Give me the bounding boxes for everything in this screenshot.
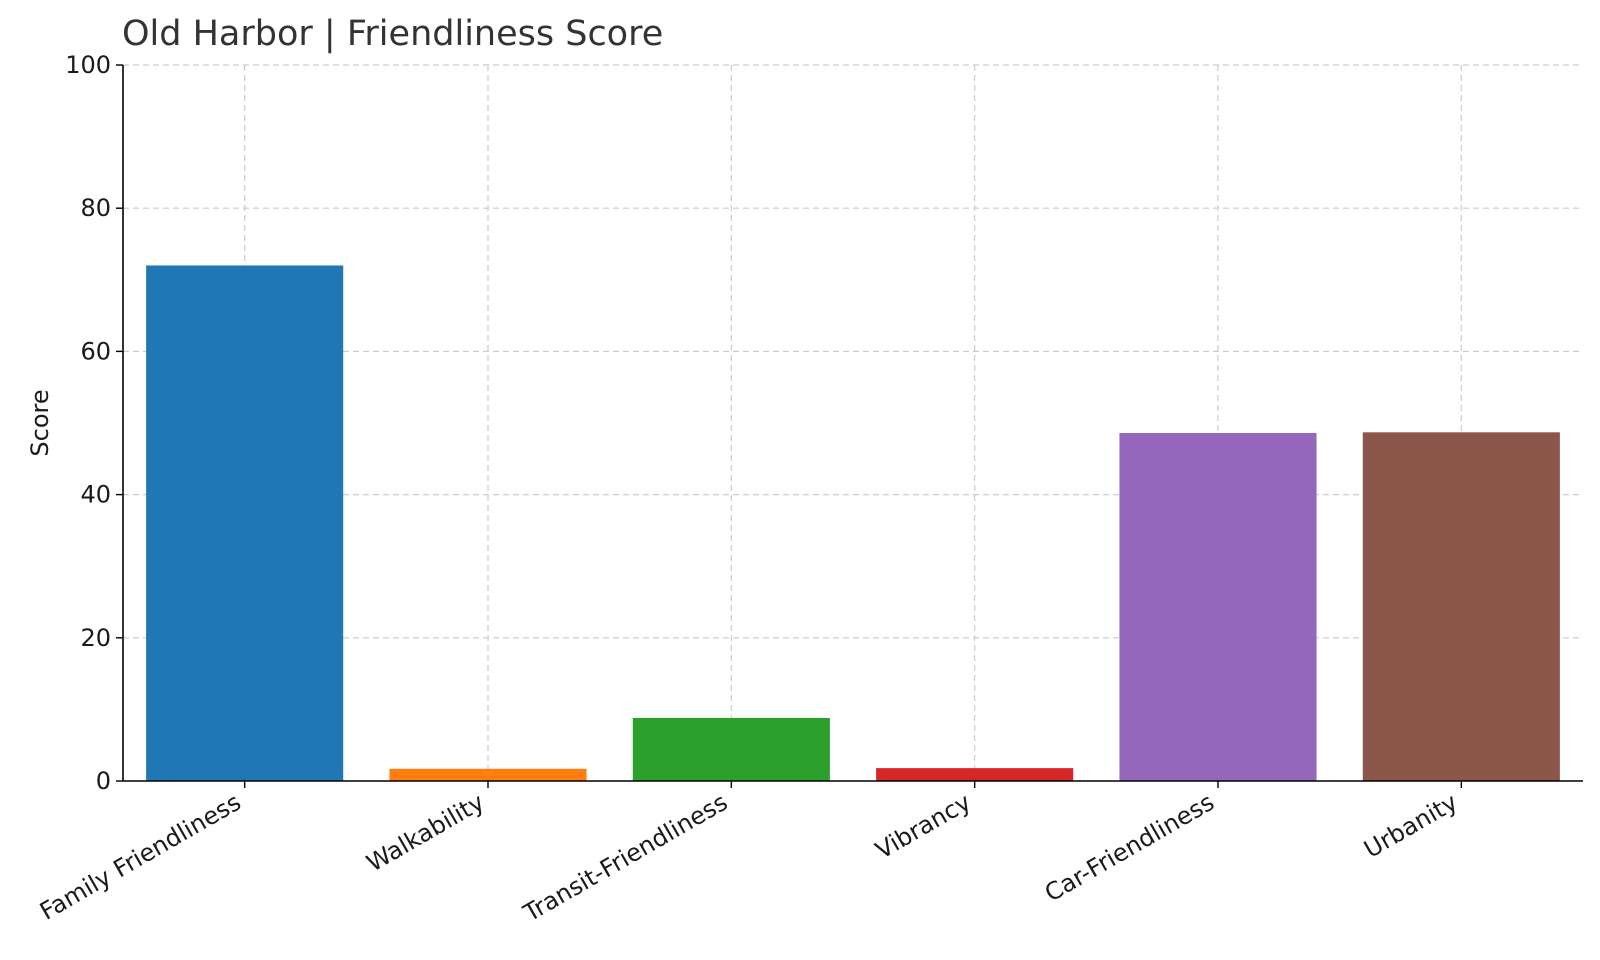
x-tick-label: Car-Friendliness: [1040, 788, 1219, 908]
x-tick-label: Walkability: [362, 788, 489, 878]
y-axis-label: Score: [26, 389, 54, 456]
bar-transit-friendliness: [632, 717, 830, 781]
x-tick-label: Vibrancy: [871, 788, 976, 865]
bar-walkability: [389, 768, 587, 781]
x-tick-label: Urbanity: [1359, 788, 1462, 864]
grid-lines: [123, 64, 1583, 781]
chart-title: Old Harbor | Friendliness Score: [122, 14, 664, 54]
y-tick-label: 80: [80, 194, 111, 222]
y-tick-label: 20: [80, 624, 111, 652]
x-tick-label: Transit-Friendliness: [518, 788, 732, 928]
bar-urbanity: [1362, 432, 1560, 781]
y-tick-label: 100: [65, 51, 111, 79]
y-tick-label: 60: [80, 337, 111, 365]
bar-vibrancy: [876, 768, 1074, 781]
y-tick-label: 0: [96, 767, 111, 795]
axes: [122, 65, 1583, 782]
bar-car-friendliness: [1119, 433, 1317, 781]
x-tick-label: Family Friendliness: [35, 788, 246, 926]
x-tick-labels: Family Friendliness Walkability Transit-Fr…: [35, 781, 1462, 928]
y-tick-labels: 0 20 40 60 80 100: [65, 51, 123, 795]
bar-family-friendliness: [146, 265, 344, 782]
y-tick-label: 40: [80, 481, 111, 509]
bars: [146, 265, 1560, 782]
